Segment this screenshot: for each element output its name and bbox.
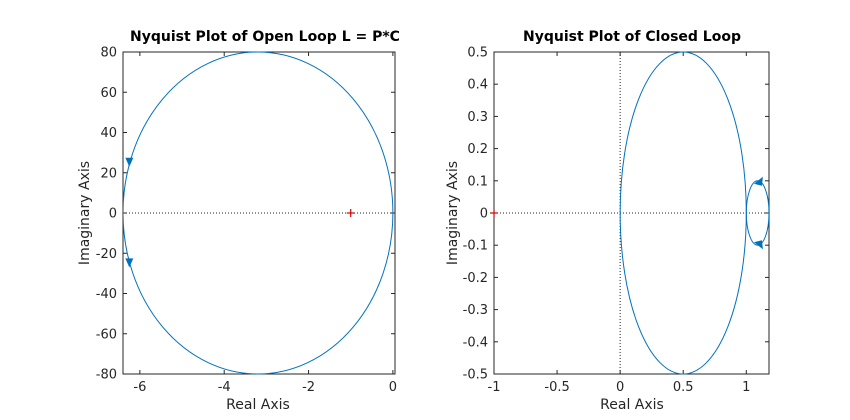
open-loop-nyquist-curve-0 (123, 51, 394, 375)
closed-loop-y-tick-label: 0.1 (467, 174, 488, 189)
open-loop-y-tick-label: -40 (96, 287, 117, 302)
closed-loop-x-tick-label: 0 (616, 380, 624, 395)
closed-loop-y-tick-label: -0.5 (463, 368, 488, 383)
closed-loop-plot-title: Nyquist Plot of Closed Loop (523, 29, 741, 45)
closed-loop-direction-arrow (753, 176, 763, 186)
closed-loop-x-tick-label: -0.5 (544, 380, 569, 395)
open-loop-y-tick-label: 20 (100, 166, 117, 181)
open-loop-y-axis-label: Imaginary Axis (77, 161, 93, 265)
open-loop-plot-title: Nyquist Plot of Open Loop L = P*C (130, 29, 400, 45)
closed-loop-y-tick-label: 0.5 (467, 46, 488, 61)
closed-loop-x-tick-label: 0.5 (673, 380, 694, 395)
closed-loop-direction-arrow (753, 240, 763, 250)
open-loop-y-tick-label: 40 (100, 126, 117, 141)
closed-loop-y-axis-label: Imaginary Axis (445, 161, 461, 265)
closed-loop-y-tick-label: 0.4 (467, 78, 488, 93)
closed-loop-y-tick-label: -0.2 (463, 271, 488, 286)
closed-loop-x-tick-label: 1 (742, 380, 750, 395)
closed-loop-y-tick-label: -0.3 (463, 303, 488, 318)
open-loop-y-tick-label: -80 (96, 368, 117, 383)
open-loop-x-tick-label: -4 (218, 380, 231, 395)
closed-loop-y-tick-label: 0.3 (467, 110, 488, 125)
open-loop-x-tick-label: -6 (133, 380, 146, 395)
open-loop-y-tick-label: 80 (100, 46, 117, 61)
closed-loop-y-tick-label: 0.2 (467, 142, 488, 157)
closed-loop-nyquist-curve-1 (745, 180, 769, 246)
open-loop-y-tick-label: -60 (96, 327, 117, 342)
open-loop-direction-arrow (125, 157, 134, 167)
open-loop-x-tick-label: -2 (302, 380, 315, 395)
closed-loop-x-axis-label: Real Axis (600, 397, 664, 413)
open-loop-x-axis-label: Real Axis (226, 397, 290, 413)
open-loop-direction-arrow (125, 258, 134, 268)
closed-loop-y-tick-label: -0.4 (463, 335, 488, 350)
closed-loop-x-tick-label: -1 (488, 380, 501, 395)
open-loop-y-tick-label: 60 (100, 86, 117, 101)
closed-loop-y-tick-label: -0.1 (463, 239, 488, 254)
open-loop-y-tick-label: -20 (96, 247, 117, 262)
closed-loop-y-tick-label: 0 (480, 207, 488, 222)
closed-loop-nyquist-plot: -1 -0.5 0 0.5 1-0.5-0.4-0.3-0.2-0.100.10.20.… (445, 29, 770, 413)
open-loop-y-tick-label: 0 (109, 207, 117, 222)
open-loop-x-tick-label: 0 (389, 380, 397, 395)
